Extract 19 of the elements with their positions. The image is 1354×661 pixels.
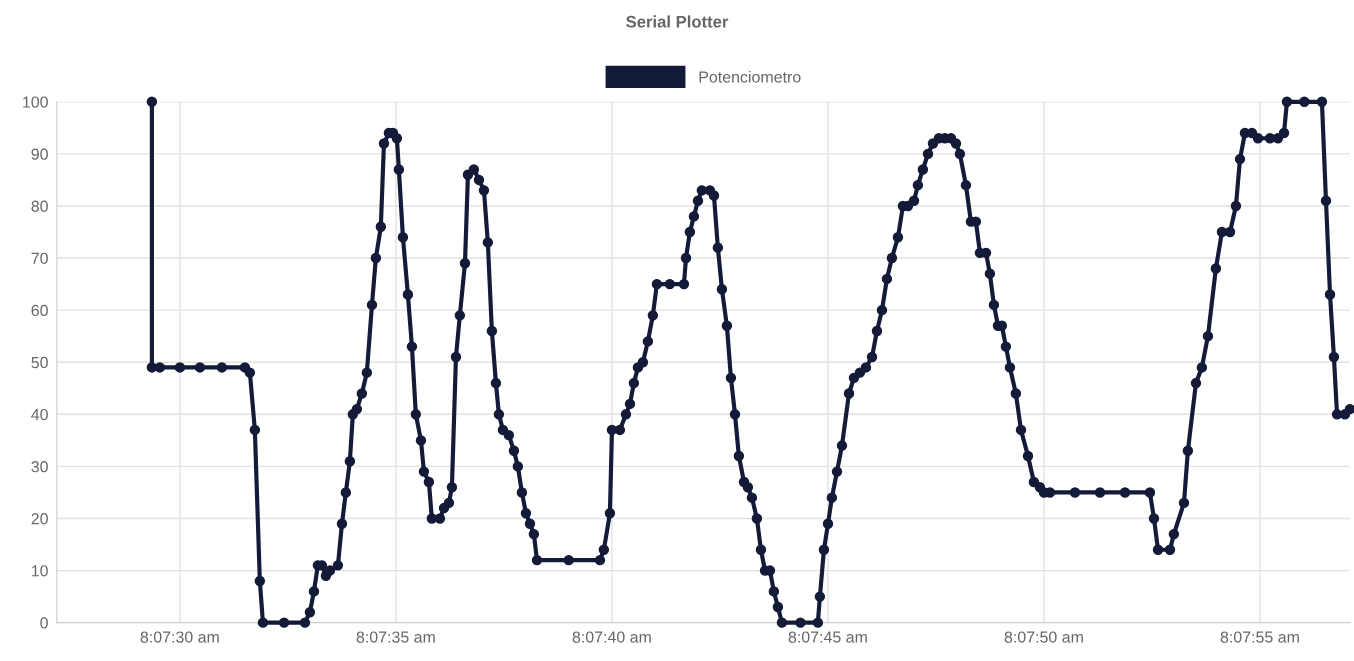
x-tick-label: 8:07:40 am	[572, 631, 651, 643]
y-tick-label: 20	[31, 513, 48, 525]
x-tick-label: 8:07:50 am	[1004, 631, 1083, 643]
y-tick-label: 90	[31, 148, 48, 160]
y-tick-label: 10	[31, 565, 48, 577]
x-tick-label: 8:07:45 am	[788, 631, 867, 643]
x-tick-label: 8:07:35 am	[356, 631, 435, 643]
x-tick-label: 8:07:55 am	[1220, 631, 1299, 643]
text: Potenciometro	[699, 70, 801, 83]
y-tick-label: 60	[31, 304, 48, 317]
x-tick-label: 8:07:30 am	[140, 631, 219, 643]
y-tick-label: 80	[31, 200, 48, 212]
y-tick-label: 0	[40, 617, 48, 629]
y-tick-label: 70	[31, 252, 48, 264]
y-tick-label: 40	[31, 408, 48, 421]
chart-title: Serial Plotter	[626, 15, 729, 28]
y-tick-label: 100	[23, 96, 48, 108]
y-tick-label: 50	[31, 356, 48, 369]
y-tick-label: 30	[31, 461, 48, 473]
